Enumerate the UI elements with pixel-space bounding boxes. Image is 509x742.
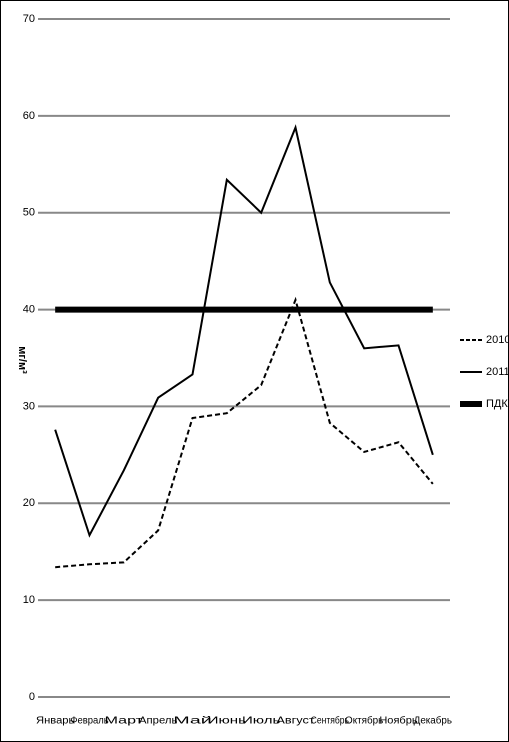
x-tick-label: Август <box>276 716 315 727</box>
y-tick-label: 10 <box>23 594 35 606</box>
legend-label: 2010 <box>486 334 509 346</box>
x-tick-label: Сентябрь <box>311 715 349 727</box>
y-tick-label: 60 <box>23 110 35 122</box>
x-tick-label: Январь <box>36 716 74 727</box>
y-axis-label: мг/м³ <box>16 346 28 374</box>
x-tick-label: Июль <box>242 716 280 727</box>
x-tick-label: Февраль <box>70 716 108 727</box>
series-line <box>55 296 434 569</box>
x-tick-label: Апрель <box>139 716 177 727</box>
y-tick-label: 0 <box>29 691 35 703</box>
y-tick-label: 30 <box>23 400 35 412</box>
x-tick-label: Май <box>173 716 211 727</box>
legend-label: ПДК <box>486 398 508 410</box>
y-tick-label: 40 <box>23 303 35 315</box>
x-tick-label: Декабрь <box>414 715 452 727</box>
x-tick-label: Март <box>105 716 144 727</box>
legend-label: 2011 <box>486 366 509 378</box>
x-tick-label: Октябрь <box>345 715 383 727</box>
y-tick-label: 70 <box>23 13 35 25</box>
y-tick-label: 20 <box>23 497 35 509</box>
y-tick-label: 50 <box>23 207 35 219</box>
series-line <box>54 124 434 538</box>
x-tick-label: Ноябрь <box>379 715 417 727</box>
x-tick-label: Июнь <box>208 716 246 727</box>
